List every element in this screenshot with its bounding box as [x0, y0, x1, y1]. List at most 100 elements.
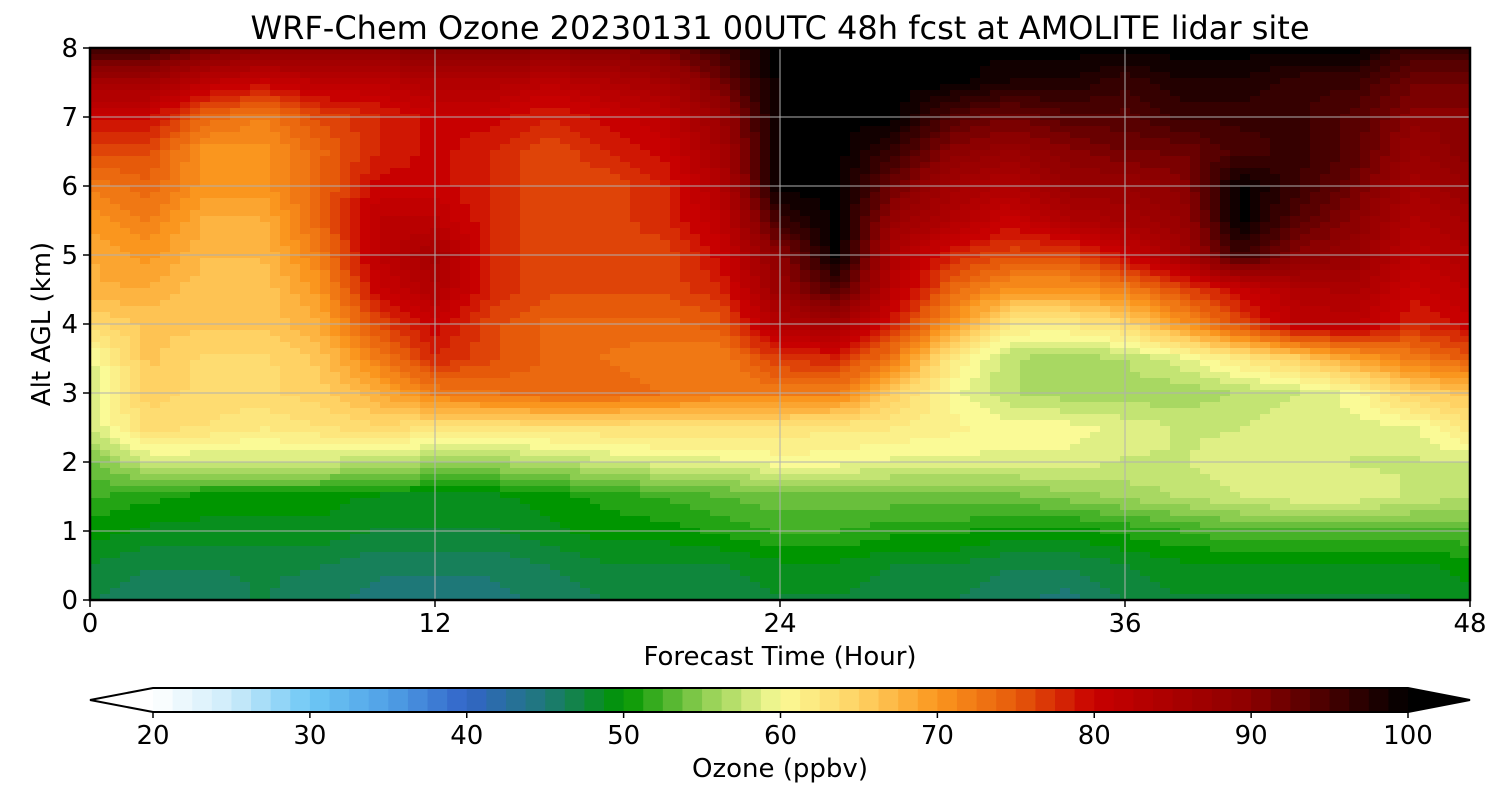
heatmap-cell [1080, 90, 1091, 97]
heatmap-cell [710, 108, 721, 115]
heatmap-cell [1240, 204, 1251, 211]
heatmap-cell [1410, 144, 1421, 151]
heatmap-cell [1070, 66, 1081, 73]
heatmap-cell [170, 192, 181, 199]
heatmap-cell [230, 120, 241, 127]
heatmap-cell [1240, 126, 1251, 133]
heatmap-cell [1050, 144, 1061, 151]
heatmap-cell [160, 84, 171, 91]
heatmap-cell [120, 54, 131, 61]
heatmap-cell [370, 198, 381, 205]
heatmap-cell [200, 216, 211, 223]
heatmap-cell [230, 132, 241, 139]
heatmap-cell [450, 216, 461, 223]
heatmap-cell [970, 246, 981, 253]
heatmap-cell [280, 84, 291, 91]
heatmap-cell [170, 138, 181, 145]
heatmap-cell [1360, 186, 1371, 193]
heatmap-cell [1450, 240, 1461, 247]
heatmap-cell [710, 132, 721, 139]
heatmap-cell [920, 222, 931, 229]
heatmap-cell [1080, 72, 1091, 79]
heatmap-cell [1300, 186, 1311, 193]
heatmap-cell [1400, 246, 1411, 253]
heatmap-cell [250, 108, 261, 115]
heatmap-cell [140, 228, 151, 235]
heatmap-cell [500, 156, 511, 163]
heatmap-cell [1170, 246, 1181, 253]
heatmap-cell [1140, 180, 1151, 187]
heatmap-cell [1190, 204, 1201, 211]
heatmap-cell [690, 180, 701, 187]
heatmap-cell [190, 102, 201, 109]
heatmap-cell [590, 240, 601, 247]
heatmap-cell [770, 126, 781, 133]
heatmap-cell [1160, 156, 1171, 163]
heatmap-cell [260, 144, 271, 151]
heatmap-cell [120, 258, 131, 265]
heatmap-cell [1440, 180, 1451, 187]
heatmap-cell [870, 174, 881, 181]
heatmap-cell [640, 120, 651, 127]
heatmap-cell [130, 168, 141, 175]
heatmap-cell [360, 222, 371, 229]
heatmap-cell [280, 168, 291, 175]
heatmap-cell [550, 150, 561, 157]
heatmap-cell [100, 60, 111, 67]
heatmap-cell [670, 102, 681, 109]
heatmap-cell [1270, 84, 1281, 91]
heatmap-cell [1200, 180, 1211, 187]
heatmap-cell [1080, 96, 1091, 103]
heatmap-cell [320, 258, 331, 265]
heatmap-cell [940, 66, 951, 73]
heatmap-cell [360, 204, 371, 211]
heatmap-cell [610, 96, 621, 103]
heatmap-cell [730, 48, 741, 55]
heatmap-cell [870, 210, 881, 217]
heatmap-cell [300, 132, 311, 139]
heatmap-cell [1220, 150, 1231, 157]
heatmap-cell [840, 90, 851, 97]
heatmap-cell [320, 174, 331, 181]
heatmap-cell [170, 156, 181, 163]
heatmap-cell [930, 240, 941, 247]
heatmap-cell [540, 246, 551, 253]
heatmap-cell [1290, 234, 1301, 241]
heatmap-cell [1100, 186, 1111, 193]
heatmap-cell [480, 204, 491, 211]
heatmap-cell [860, 246, 871, 253]
heatmap-cell [470, 90, 481, 97]
heatmap-cell [1250, 138, 1261, 145]
heatmap-cell [1070, 240, 1081, 247]
heatmap-cell [950, 90, 961, 97]
heatmap-cell [240, 168, 251, 175]
heatmap-cell [760, 186, 771, 193]
heatmap-cell [1110, 258, 1121, 265]
heatmap-cell [1270, 66, 1281, 73]
heatmap-cell [660, 222, 671, 229]
heatmap-cell [830, 234, 841, 241]
heatmap-cell [740, 102, 751, 109]
heatmap-cell [1000, 228, 1011, 235]
heatmap-cell [810, 174, 821, 181]
heatmap-cell [940, 234, 951, 241]
heatmap-cell [1180, 216, 1191, 223]
heatmap-cell [340, 108, 351, 115]
heatmap-cell [250, 162, 261, 169]
heatmap-cell [140, 156, 151, 163]
heatmap-cell [270, 90, 281, 97]
heatmap-cell [540, 138, 551, 145]
heatmap-cell [1060, 96, 1071, 103]
heatmap-cell [1380, 234, 1391, 241]
heatmap-cell [100, 90, 111, 97]
heatmap-cell [240, 234, 251, 241]
heatmap-cell [240, 186, 251, 193]
heatmap-cell [340, 54, 351, 61]
heatmap-cell [820, 216, 831, 223]
heatmap-cell [820, 198, 831, 205]
heatmap-cell [1400, 78, 1411, 85]
heatmap-cell [650, 78, 661, 85]
heatmap-cell [860, 216, 871, 223]
heatmap-cell [780, 60, 791, 67]
heatmap-cell [1430, 54, 1441, 61]
